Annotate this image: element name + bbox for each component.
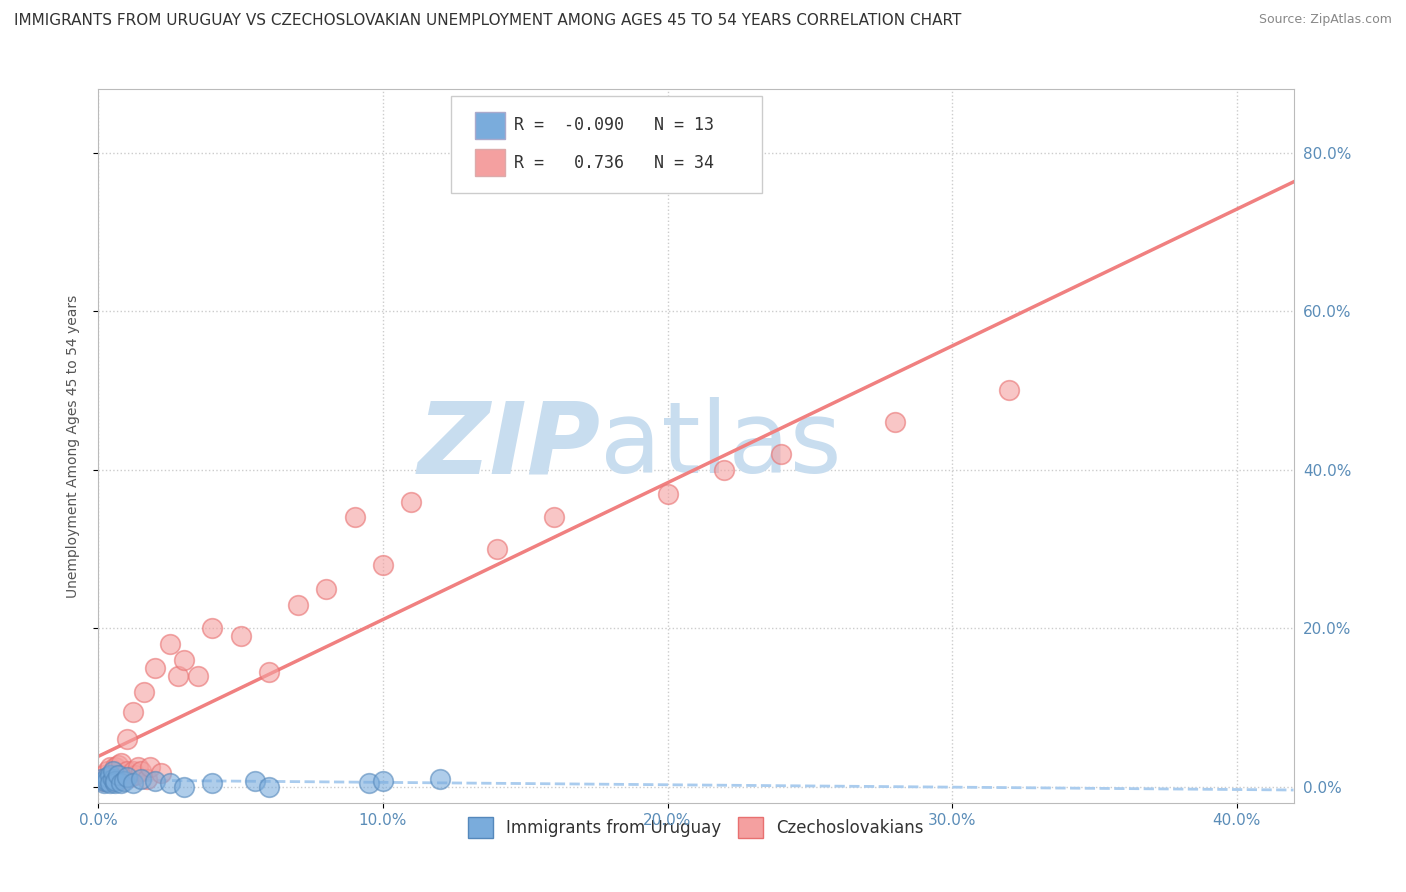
Point [93,776,115,790]
Point [110,776,132,790]
Point [112,773,135,788]
Point [98,768,121,782]
Point [101,771,124,785]
Point [96,771,118,785]
Point [101,765,124,780]
Point [98,776,121,790]
Point [127,760,149,774]
Y-axis label: Unemployment Among Ages 45 to 54 years: Unemployment Among Ages 45 to 54 years [66,294,80,598]
Point [121,776,143,790]
Point [770,447,793,461]
Point [124,768,146,782]
Point [201,776,224,790]
Point [173,780,195,794]
Legend: Immigrants from Uruguay, Czechoslovakians: Immigrants from Uruguay, Czechoslovakian… [461,811,931,845]
Text: ZIP: ZIP [418,398,600,494]
Point [138,760,160,774]
Point [187,669,209,683]
Point [129,772,152,786]
Point [93,773,115,788]
Point [115,771,138,785]
Point [96,772,118,786]
Point [93,768,115,782]
Point [101,764,124,778]
Point [371,773,394,788]
Point [96,764,118,778]
Point [150,765,173,780]
Point [287,598,309,612]
Point [159,637,181,651]
Point [132,685,155,699]
Point [93,773,115,788]
Point [104,776,127,790]
Point [118,771,141,785]
Point [129,764,152,778]
Point [115,764,138,778]
Text: IMMIGRANTS FROM URUGUAY VS CZECHOSLOVAKIAN UNEMPLOYMENT AMONG AGES 45 TO 54 YEAR: IMMIGRANTS FROM URUGUAY VS CZECHOSLOVAKI… [14,13,962,29]
Point [401,494,423,508]
Point [104,760,127,774]
Point [167,669,190,683]
Text: R =   0.736   N = 34: R = 0.736 N = 34 [515,153,714,171]
Point [110,768,132,782]
Point [90,772,112,786]
FancyBboxPatch shape [451,96,762,193]
Point [96,774,118,789]
Point [998,384,1021,398]
Point [657,486,679,500]
Point [357,776,380,790]
Point [101,772,124,786]
Point [229,629,252,643]
Point [243,773,266,788]
Point [121,705,143,719]
Point [884,415,907,429]
Point [143,661,166,675]
Point [159,776,181,790]
Point [143,773,166,788]
Point [90,772,112,786]
FancyBboxPatch shape [475,112,505,139]
FancyBboxPatch shape [475,149,505,177]
Point [257,665,280,679]
Point [173,653,195,667]
Point [257,780,280,794]
Point [429,772,451,786]
Point [110,756,132,771]
Point [201,621,224,635]
Point [115,732,138,747]
Point [104,773,127,788]
Point [98,773,121,788]
Text: atlas: atlas [600,398,842,494]
Point [135,772,157,786]
Point [121,764,143,778]
Point [485,542,508,557]
Point [104,772,127,786]
Point [713,463,735,477]
Text: Source: ZipAtlas.com: Source: ZipAtlas.com [1258,13,1392,27]
Point [107,757,129,772]
Point [371,558,394,572]
Point [107,771,129,785]
Point [107,768,129,782]
Point [315,582,337,596]
Text: R =  -0.090   N = 13: R = -0.090 N = 13 [515,116,714,134]
Point [543,510,565,524]
Point [98,760,121,774]
Point [112,772,135,786]
Point [343,510,366,524]
